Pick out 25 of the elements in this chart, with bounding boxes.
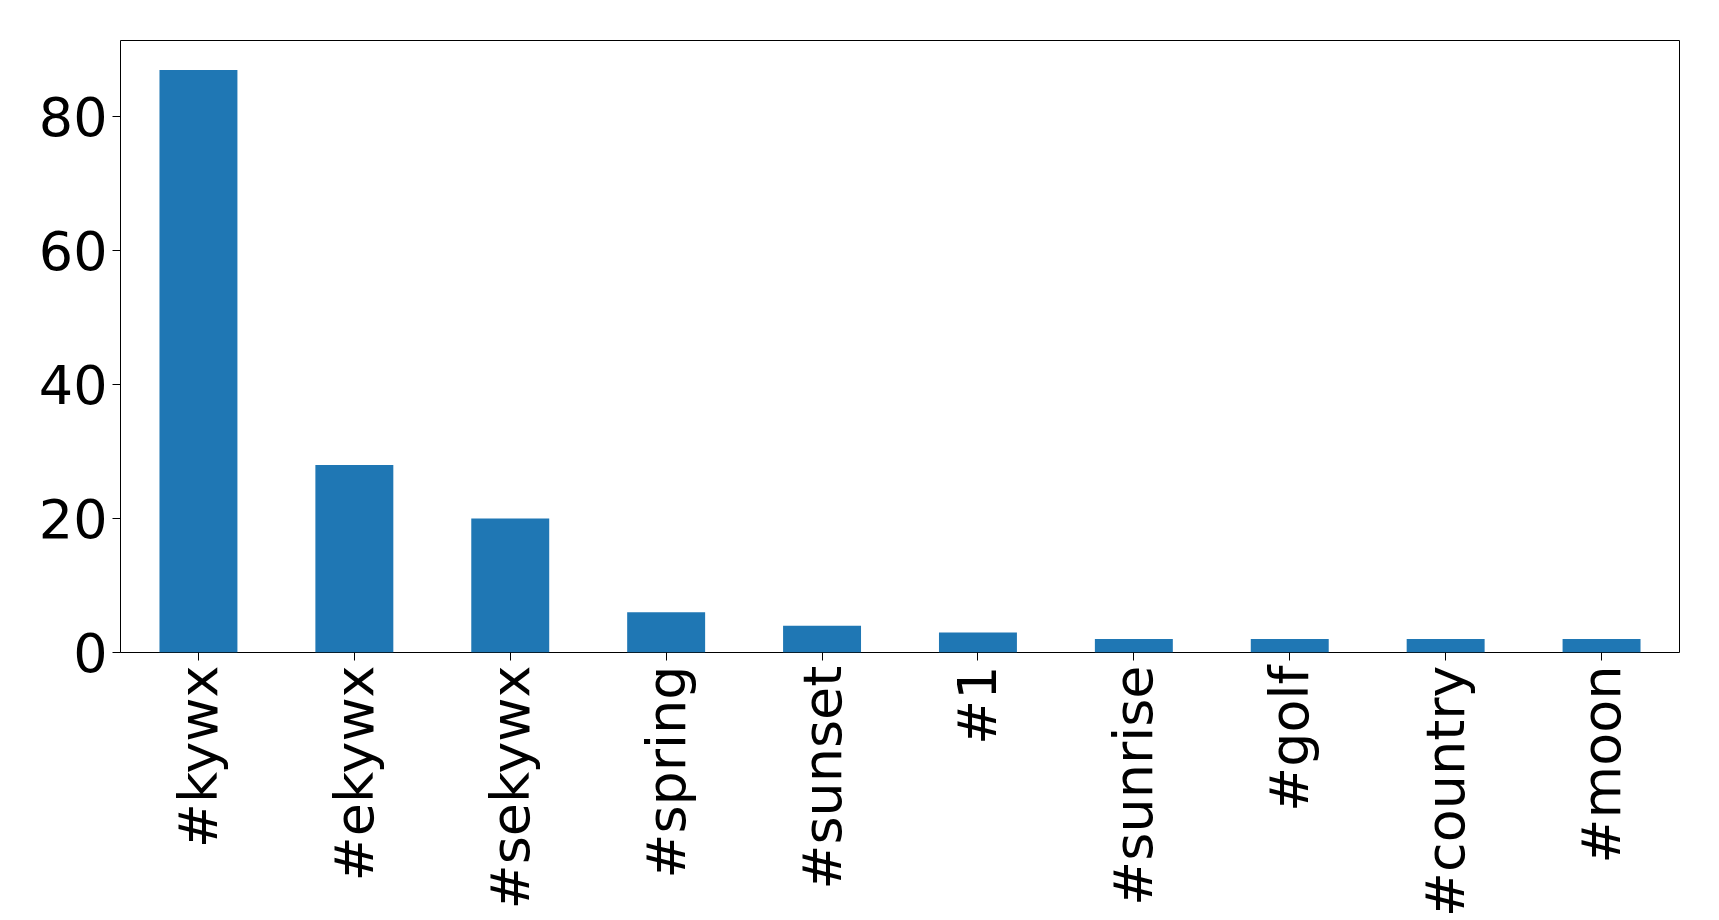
x-tick-label: #golf	[1258, 663, 1322, 813]
x-tick-label: #spring	[634, 665, 698, 879]
bar	[471, 518, 550, 653]
bar	[1562, 639, 1641, 653]
bar	[783, 625, 862, 653]
y-tick-label: 60	[38, 220, 108, 284]
bar	[315, 465, 394, 653]
y-tick-label: 0	[73, 622, 108, 685]
y-tick-label: 40	[38, 354, 108, 418]
x-tick-label: #country	[1414, 665, 1478, 918]
x-tick-label: #kywx	[166, 665, 230, 849]
x-tick-label: #ekywx	[322, 665, 386, 882]
x-tick-label: #1	[946, 665, 1010, 746]
y-tick-label: 80	[38, 86, 108, 150]
bar	[1250, 639, 1329, 653]
bar	[1094, 639, 1173, 653]
x-tick-label: #sunrise	[1102, 665, 1166, 906]
y-tick-label: 20	[38, 488, 108, 552]
bar	[159, 69, 238, 653]
x-tick-label: #moon	[1570, 665, 1634, 864]
bar	[938, 632, 1017, 653]
x-tick-label: #sekywx	[478, 665, 542, 910]
bar	[627, 612, 706, 653]
x-tick-label: #sunset	[790, 665, 854, 890]
bar	[1406, 639, 1485, 653]
